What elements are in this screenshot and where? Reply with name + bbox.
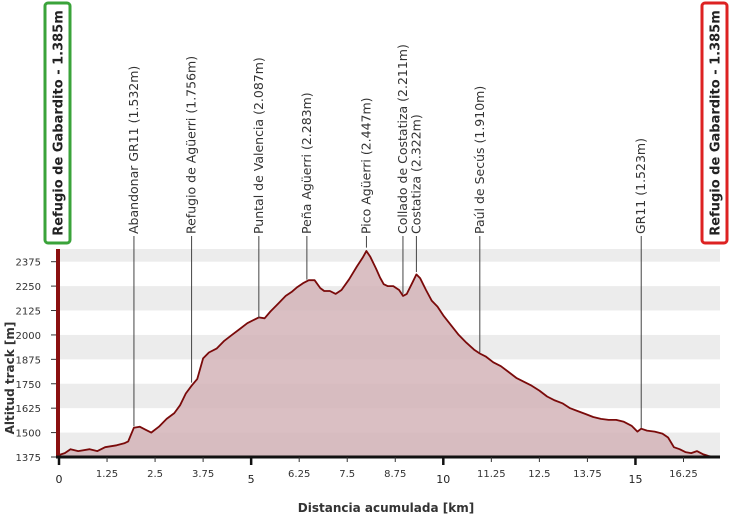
- x-tick-label-major: 10: [436, 473, 450, 486]
- y-tick-label: 1875: [16, 355, 41, 366]
- y-tick-label: 2125: [16, 307, 41, 318]
- x-tick-label: 16.25: [669, 469, 698, 480]
- waypoint-label: Refugio de Agüerri (1.756m): [184, 56, 199, 234]
- y-tick-label: 2250: [16, 282, 41, 293]
- waypoint-label: Peña Agüerri (2.283m): [299, 92, 314, 234]
- elevation-area-layer: [58, 250, 715, 458]
- x-tick-label: 13.75: [573, 469, 602, 480]
- x-tick-label-major: 0: [56, 473, 63, 486]
- waypoint-label: Costatiza (2.322m): [408, 114, 423, 234]
- y-tick-label: 1750: [16, 380, 41, 391]
- start-endpoint-box: [43, 1, 72, 245]
- axes-layer: 1375 1500 1625 1750 1875 2000 2125 2250 2375 1.25…: [16, 249, 720, 486]
- elevation-area: [59, 251, 715, 457]
- x-tick-label: 6.25: [288, 469, 310, 480]
- x-tick-label: 12.5: [528, 469, 550, 480]
- waypoint-layer: Abandonar GR11 (1.532m) Refugio de Agüerr…: [126, 44, 648, 429]
- x-tick-label: 8.75: [384, 469, 406, 480]
- y-axis-title: Altitud track [m]: [3, 322, 17, 435]
- waypoint-label: Collado de Costatiza (2.211m): [395, 44, 410, 234]
- y-tick-label: 1500: [16, 429, 41, 440]
- waypoint-label: GR11 (1.523m): [633, 138, 648, 234]
- endpoint-layer: Refugio de Gabardito - 1.385m Refugio de …: [43, 1, 729, 245]
- end-endpoint-label: Refugio de Gabardito - 1.385m: [709, 10, 724, 236]
- x-tick-label-major: 5: [248, 473, 255, 486]
- start-endpoint-label: Refugio de Gabardito - 1.385m: [52, 10, 67, 236]
- grid-band: [59, 249, 720, 262]
- waypoint-label: Paúl de Secús (1.910m): [472, 86, 487, 234]
- y-tick-label: 1625: [16, 404, 41, 415]
- x-tick-label-major: 15: [628, 473, 642, 486]
- x-tick-label: 2.5: [147, 469, 163, 480]
- waypoint-label: Abandonar GR11 (1.532m): [126, 66, 141, 234]
- y-tick-label: 1375: [16, 453, 41, 464]
- x-tick-label: 11.25: [477, 469, 506, 480]
- waypoint-label: Puntal de Valencia (2.087m): [251, 57, 266, 234]
- end-endpoint-box: [700, 1, 729, 245]
- x-tick-label: 7.5: [339, 469, 355, 480]
- y-axis-color-bar: [56, 249, 60, 457]
- y-tick-label: 2375: [16, 258, 41, 269]
- waypoint-label: Pico Agüerri (2.447m): [358, 97, 373, 234]
- elevation-line: [58, 250, 715, 458]
- x-tick-label: 3.75: [192, 469, 214, 480]
- x-tick-label: 1.25: [96, 469, 118, 480]
- y-tick-label: 2000: [16, 331, 41, 342]
- x-axis-title: Distancia acumulada [km]: [298, 501, 474, 515]
